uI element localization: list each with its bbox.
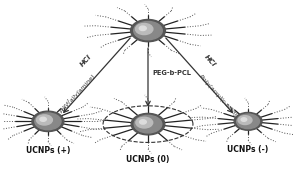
Circle shape	[140, 120, 146, 124]
Circle shape	[36, 115, 52, 125]
Text: Poly(allylamine): Poly(allylamine)	[59, 73, 97, 114]
Text: HCl: HCl	[79, 53, 92, 68]
Circle shape	[241, 118, 247, 121]
Circle shape	[134, 22, 162, 40]
Circle shape	[40, 117, 46, 121]
Text: Poly(acrylic acid): Poly(acrylic acid)	[198, 73, 237, 116]
Circle shape	[139, 26, 146, 31]
Text: UCNPs (-): UCNPs (-)	[227, 145, 269, 154]
Circle shape	[131, 19, 165, 42]
Text: HCl: HCl	[204, 53, 217, 68]
Circle shape	[35, 113, 61, 130]
Circle shape	[234, 112, 262, 130]
Circle shape	[136, 23, 153, 35]
Circle shape	[136, 117, 153, 128]
Text: UCNPs (0): UCNPs (0)	[126, 155, 170, 164]
Circle shape	[237, 114, 260, 129]
Circle shape	[32, 111, 64, 132]
Circle shape	[131, 113, 165, 135]
Text: UCNPs (+): UCNPs (+)	[26, 146, 70, 155]
Circle shape	[134, 115, 162, 133]
Circle shape	[238, 116, 252, 125]
Text: PEG-b-PCL: PEG-b-PCL	[152, 70, 191, 76]
